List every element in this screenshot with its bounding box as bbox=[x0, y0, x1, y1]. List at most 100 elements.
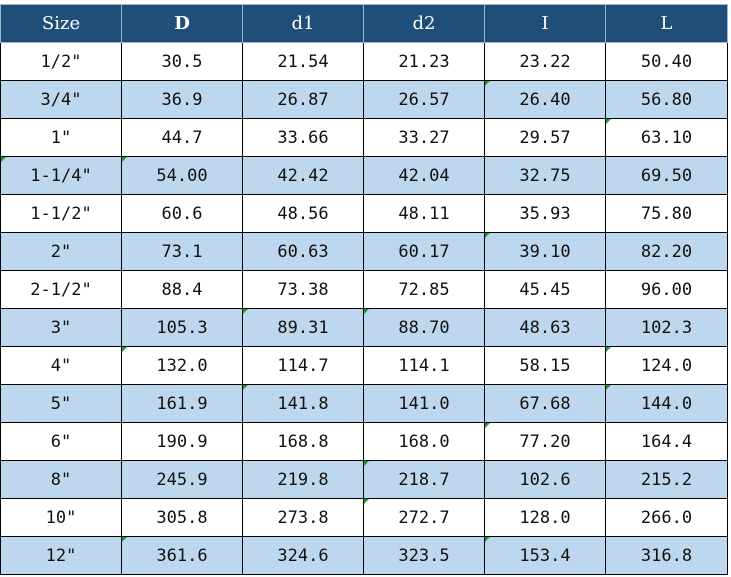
cell-i: 39.10 bbox=[484, 232, 606, 271]
cell-d: 190.9 bbox=[121, 422, 243, 461]
cell-size: 2-1/2" bbox=[0, 270, 122, 309]
table-body: 1/2" 30.5 21.54 21.23 23.22 50.40 3/4" 36.9 26.8… bbox=[0, 42, 728, 575]
cell-size: 3/4" bbox=[0, 80, 122, 119]
cell-d: 36.9 bbox=[121, 80, 243, 119]
cell-size: 2" bbox=[0, 232, 122, 271]
cell-size: 8" bbox=[0, 460, 122, 499]
cell-d2: 60.17 bbox=[363, 232, 485, 271]
cell-i: 29.57 bbox=[484, 118, 606, 157]
cell-d: 54.00 bbox=[121, 156, 243, 195]
header-d1: d1 bbox=[242, 4, 364, 43]
table-row: 1-1/4" 54.00 42.42 42.04 32.75 69.50 bbox=[0, 156, 728, 195]
cell-i: 32.75 bbox=[484, 156, 606, 195]
cell-d1: 219.8 bbox=[242, 460, 364, 499]
table-row: 2" 73.1 60.63 60.17 39.10 82.20 bbox=[0, 232, 728, 271]
cell-size: 1/2" bbox=[0, 42, 122, 81]
cell-l: 124.0 bbox=[605, 346, 728, 385]
cell-d: 245.9 bbox=[121, 460, 243, 499]
cell-d2: 21.23 bbox=[363, 42, 485, 81]
header-d2: d2 bbox=[363, 4, 485, 43]
cell-d2: 218.7 bbox=[363, 460, 485, 499]
cell-d2: 114.1 bbox=[363, 346, 485, 385]
cell-size: 1" bbox=[0, 118, 122, 157]
header-row: Size D d1 d2 I L bbox=[0, 4, 728, 43]
cell-size: 6" bbox=[0, 422, 122, 461]
cell-d1: 60.63 bbox=[242, 232, 364, 271]
cell-i: 23.22 bbox=[484, 42, 606, 81]
cell-d: 361.6 bbox=[121, 536, 243, 575]
cell-d1: 48.56 bbox=[242, 194, 364, 233]
cell-d: 161.9 bbox=[121, 384, 243, 423]
cell-d2: 72.85 bbox=[363, 270, 485, 309]
cell-l: 164.4 bbox=[605, 422, 728, 461]
cell-l: 69.50 bbox=[605, 156, 728, 195]
cell-d1: 324.6 bbox=[242, 536, 364, 575]
header-size: Size bbox=[0, 4, 122, 43]
table-row: 10" 305.8 273.8 272.7 128.0 266.0 bbox=[0, 498, 728, 537]
cell-d2: 323.5 bbox=[363, 536, 485, 575]
cell-d1: 168.8 bbox=[242, 422, 364, 461]
cell-size: 5" bbox=[0, 384, 122, 423]
cell-d1: 21.54 bbox=[242, 42, 364, 81]
cell-i: 67.68 bbox=[484, 384, 606, 423]
cell-i: 128.0 bbox=[484, 498, 606, 537]
table-row: 3" 105.3 89.31 88.70 48.63 102.3 bbox=[0, 308, 728, 347]
cell-d: 44.7 bbox=[121, 118, 243, 157]
cell-l: 215.2 bbox=[605, 460, 728, 499]
cell-d2: 33.27 bbox=[363, 118, 485, 157]
cell-i: 58.15 bbox=[484, 346, 606, 385]
dimension-table: Size D d1 d2 I L 1/2" 30.5 21.54 21.23 23.22… bbox=[0, 4, 728, 575]
cell-d2: 42.04 bbox=[363, 156, 485, 195]
cell-d: 30.5 bbox=[121, 42, 243, 81]
table-row: 2-1/2" 88.4 73.38 72.85 45.45 96.00 bbox=[0, 270, 728, 309]
cell-d1: 26.87 bbox=[242, 80, 364, 119]
cell-d2: 88.70 bbox=[363, 308, 485, 347]
header-l: L bbox=[605, 4, 728, 43]
cell-d2: 48.11 bbox=[363, 194, 485, 233]
cell-d2: 168.0 bbox=[363, 422, 485, 461]
table-row: 4" 132.0 114.7 114.1 58.15 124.0 bbox=[0, 346, 728, 385]
cell-d1: 89.31 bbox=[242, 308, 364, 347]
table-row: 1" 44.7 33.66 33.27 29.57 63.10 bbox=[0, 118, 728, 157]
cell-size: 12" bbox=[0, 536, 122, 575]
cell-d: 132.0 bbox=[121, 346, 243, 385]
cell-l: 102.3 bbox=[605, 308, 728, 347]
cell-d2: 141.0 bbox=[363, 384, 485, 423]
cell-d: 305.8 bbox=[121, 498, 243, 537]
cell-size: 1-1/2" bbox=[0, 194, 122, 233]
cell-i: 77.20 bbox=[484, 422, 606, 461]
cell-size: 4" bbox=[0, 346, 122, 385]
cell-l: 56.80 bbox=[605, 80, 728, 119]
table-row: 1-1/2" 60.6 48.56 48.11 35.93 75.80 bbox=[0, 194, 728, 233]
table-row: 6" 190.9 168.8 168.0 77.20 164.4 bbox=[0, 422, 728, 461]
cell-i: 26.40 bbox=[484, 80, 606, 119]
cell-i: 48.63 bbox=[484, 308, 606, 347]
cell-l: 266.0 bbox=[605, 498, 728, 537]
cell-i: 153.4 bbox=[484, 536, 606, 575]
table-row: 3/4" 36.9 26.87 26.57 26.40 56.80 bbox=[0, 80, 728, 119]
cell-d: 88.4 bbox=[121, 270, 243, 309]
cell-d: 105.3 bbox=[121, 308, 243, 347]
cell-l: 63.10 bbox=[605, 118, 728, 157]
cell-d2: 272.7 bbox=[363, 498, 485, 537]
cell-d1: 42.42 bbox=[242, 156, 364, 195]
cell-l: 144.0 bbox=[605, 384, 728, 423]
cell-d1: 73.38 bbox=[242, 270, 364, 309]
cell-d1: 141.8 bbox=[242, 384, 364, 423]
cell-d1: 273.8 bbox=[242, 498, 364, 537]
cell-l: 75.80 bbox=[605, 194, 728, 233]
cell-i: 35.93 bbox=[484, 194, 606, 233]
cell-d2: 26.57 bbox=[363, 80, 485, 119]
cell-d1: 114.7 bbox=[242, 346, 364, 385]
table-row: 12" 361.6 324.6 323.5 153.4 316.8 bbox=[0, 536, 728, 575]
cell-i: 102.6 bbox=[484, 460, 606, 499]
table-row: 8" 245.9 219.8 218.7 102.6 215.2 bbox=[0, 460, 728, 499]
header-i: I bbox=[484, 4, 606, 43]
cell-l: 82.20 bbox=[605, 232, 728, 271]
cell-d1: 33.66 bbox=[242, 118, 364, 157]
cell-d: 73.1 bbox=[121, 232, 243, 271]
cell-l: 316.8 bbox=[605, 536, 728, 575]
cell-size: 10" bbox=[0, 498, 122, 537]
cell-i: 45.45 bbox=[484, 270, 606, 309]
table-row: 5" 161.9 141.8 141.0 67.68 144.0 bbox=[0, 384, 728, 423]
